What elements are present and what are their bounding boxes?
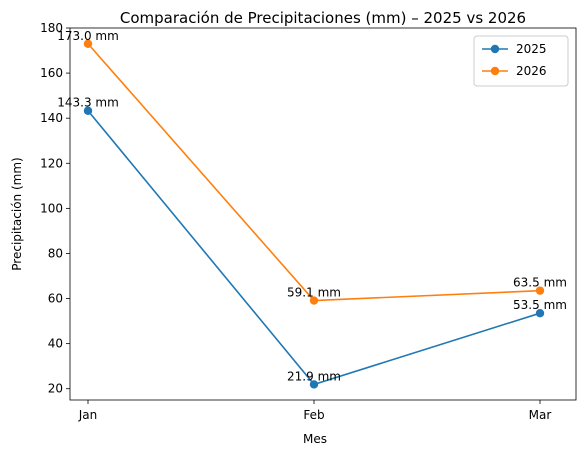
x-tick-label: Feb [303, 408, 324, 422]
y-axis-ticks: 20 40 60 80 100 120 140 160 180 [40, 21, 70, 396]
data-point [535, 309, 545, 318]
legend-item: 2025 [482, 42, 547, 56]
data-point [83, 106, 93, 115]
y-tick-label: 60 [48, 292, 63, 306]
data-label: 173.0 mm [57, 29, 119, 43]
data-point [83, 39, 93, 48]
y-tick-label: 180 [40, 21, 63, 35]
plot-frame [69, 27, 577, 401]
data-point [309, 380, 319, 389]
data-label: 63.5 mm [513, 276, 567, 290]
data-label: 21.9 mm [287, 369, 341, 383]
x-tick-label: Jan [78, 408, 98, 422]
series-line [87, 110, 541, 386]
data-point [309, 296, 319, 305]
legend-label: 2025 [516, 42, 547, 56]
data-label: 59.1 mm [287, 286, 341, 300]
x-tick-label: Mar [529, 408, 552, 422]
y-tick-label: 140 [40, 111, 63, 125]
y-tick-label: 40 [48, 337, 63, 351]
x-axis-ticks: Jan Feb Mar [78, 400, 552, 422]
data-label: 53.5 mm [513, 298, 567, 312]
y-tick-label: 100 [40, 201, 63, 215]
legend-marker [490, 44, 500, 54]
series-line [87, 43, 541, 302]
data-point [535, 286, 545, 295]
series-layer: 143.3 mm 21.9 mm 53.5 mm 173.0 mm 59.1 mm 63.… [57, 29, 567, 389]
chart-title: Comparación de Precipitaciones (mm) – 20… [120, 9, 526, 27]
legend-marker [490, 66, 500, 76]
y-axis-label: Precipitación (mm) [10, 157, 24, 270]
y-tick-label: 20 [48, 382, 63, 396]
y-tick-label: 160 [40, 66, 63, 80]
legend-label: 2026 [516, 64, 547, 78]
y-tick-label: 120 [40, 156, 63, 170]
legend: 2025 2026 [473, 35, 569, 87]
y-tick-label: 80 [48, 246, 63, 260]
data-label: 143.3 mm [57, 96, 119, 110]
legend-item: 2026 [482, 64, 547, 78]
x-axis-label: Mes [303, 432, 327, 446]
series-2026: 173.0 mm 59.1 mm 63.5 mm [57, 29, 567, 305]
series-2025: 143.3 mm 21.9 mm 53.5 mm [57, 96, 567, 389]
